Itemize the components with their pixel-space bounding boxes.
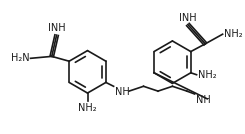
Text: INH: INH (179, 13, 197, 23)
Text: H₂N: H₂N (11, 53, 30, 63)
Text: NH₂: NH₂ (198, 70, 217, 80)
Text: NH: NH (196, 95, 210, 105)
Text: NH₂: NH₂ (78, 103, 97, 113)
Text: NH: NH (115, 87, 129, 97)
Text: NH₂: NH₂ (224, 29, 242, 39)
Text: INH: INH (48, 23, 65, 33)
